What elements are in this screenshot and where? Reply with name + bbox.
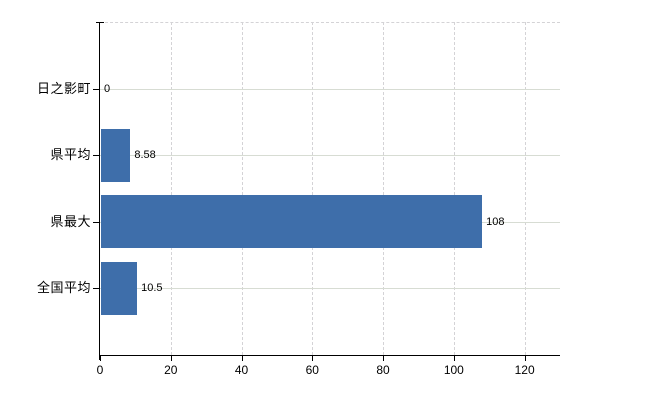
x-tick bbox=[312, 356, 314, 361]
plot-top-border bbox=[100, 22, 560, 23]
vertical-gridline bbox=[312, 22, 314, 355]
x-tick-label: 0 bbox=[96, 363, 104, 377]
x-axis bbox=[99, 355, 560, 356]
y-tick-top bbox=[96, 22, 104, 23]
category-label: 県最大 bbox=[50, 213, 91, 229]
category-label: 全国平均 bbox=[36, 280, 91, 296]
vertical-gridline bbox=[170, 22, 172, 355]
value-label: 108 bbox=[486, 215, 505, 228]
value-label: 10.5 bbox=[141, 282, 163, 295]
value-label: 0 bbox=[104, 82, 111, 95]
y-tick bbox=[93, 155, 99, 157]
vertical-gridline bbox=[453, 22, 455, 355]
vertical-gridline bbox=[383, 22, 385, 355]
vertical-gridline bbox=[524, 22, 526, 355]
horizontal-gridline bbox=[100, 155, 560, 157]
bar bbox=[101, 195, 483, 249]
x-tick bbox=[524, 356, 526, 361]
x-tick-label: 60 bbox=[305, 363, 319, 377]
y-tick bbox=[93, 88, 99, 90]
x-tick-label: 20 bbox=[164, 363, 178, 377]
x-tick-label: 100 bbox=[443, 363, 464, 377]
x-tick bbox=[170, 356, 172, 361]
x-tick bbox=[453, 356, 455, 361]
y-tick bbox=[93, 288, 99, 290]
bar bbox=[101, 128, 131, 182]
y-tick bbox=[93, 221, 99, 223]
horizontal-gridline bbox=[100, 288, 560, 290]
bar bbox=[101, 261, 138, 315]
value-label: 8.58 bbox=[134, 149, 156, 162]
x-tick-label: 40 bbox=[234, 363, 249, 377]
category-label: 県平均 bbox=[50, 147, 91, 163]
x-tick bbox=[383, 356, 385, 361]
category-label: 日之影町 bbox=[36, 80, 91, 96]
x-tick-label: 80 bbox=[376, 363, 390, 377]
vertical-gridline bbox=[241, 22, 243, 355]
y-axis bbox=[99, 22, 100, 360]
horizontal-gridline bbox=[100, 88, 560, 90]
x-tick-label: 120 bbox=[514, 363, 535, 377]
x-tick bbox=[241, 356, 243, 361]
x-tick bbox=[100, 356, 101, 361]
